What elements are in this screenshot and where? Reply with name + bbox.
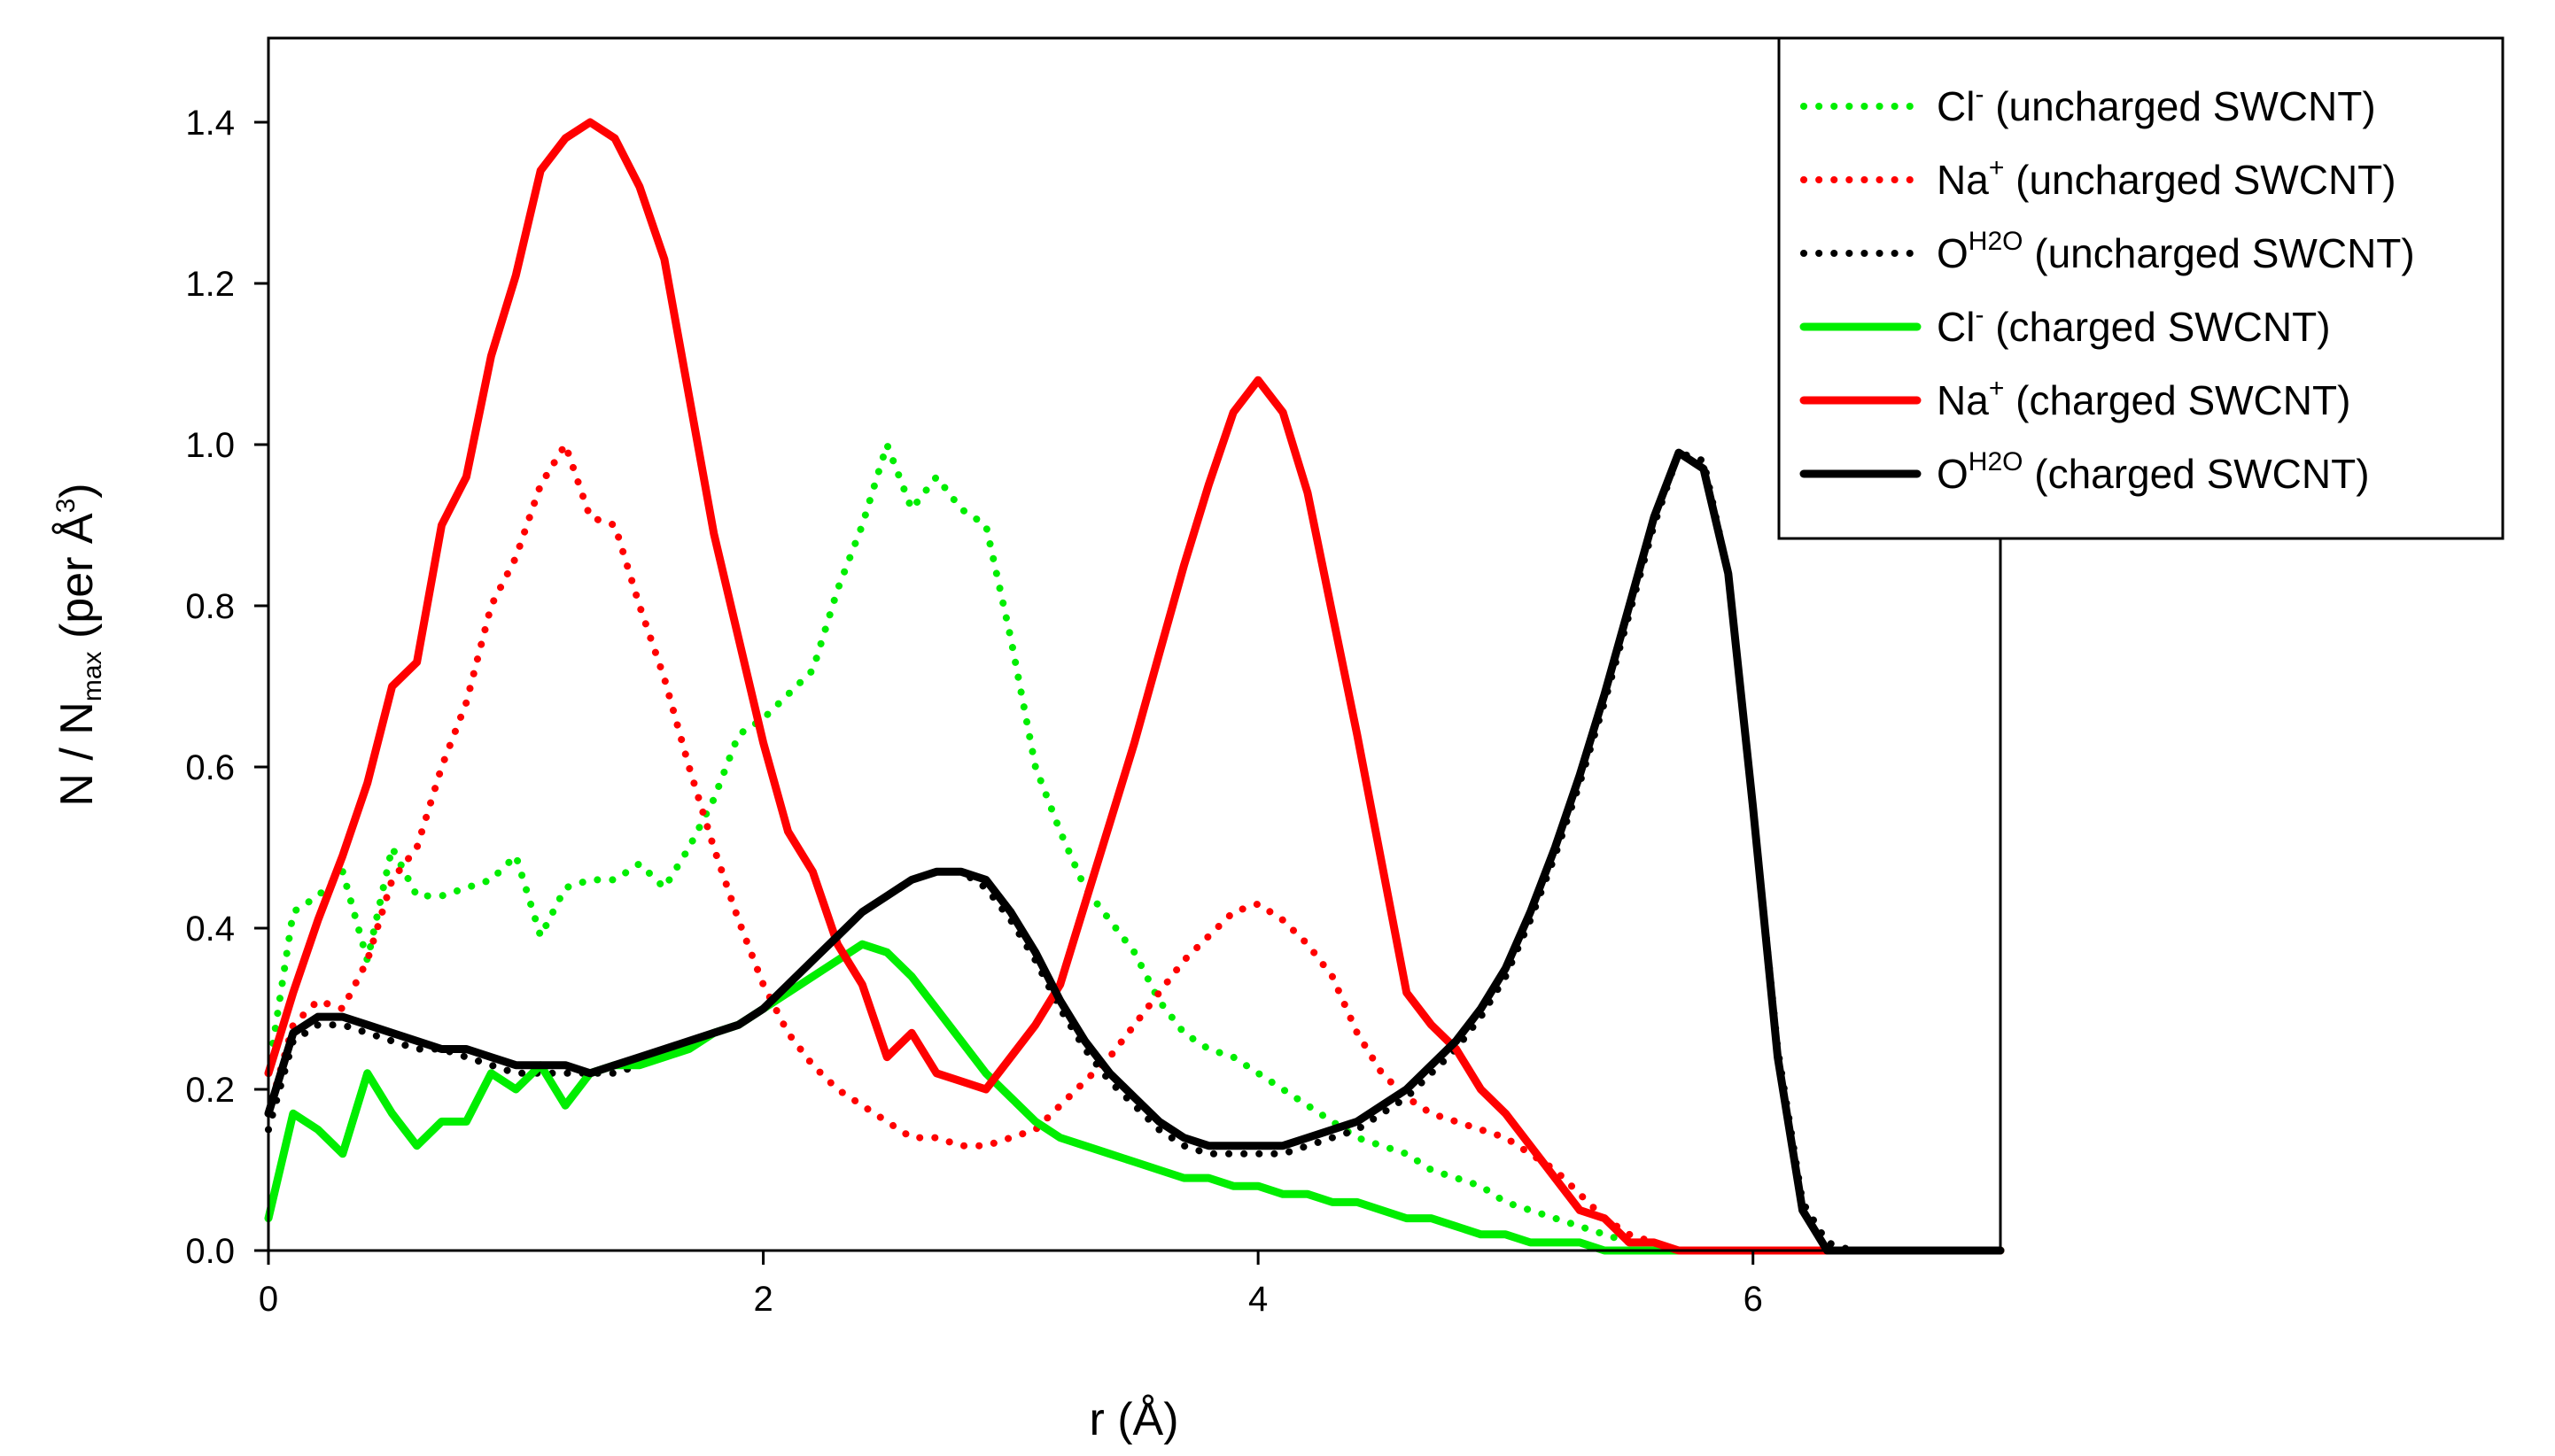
y-tick-label-4: 0.8 (185, 587, 235, 626)
x-tick-label-1: 2 (753, 1280, 773, 1319)
legend-label-5: OH2O (charged SWCNT) (1937, 447, 2370, 497)
legend-label-sup: H2O (1969, 447, 2023, 476)
legend-label-desc: (uncharged SWCNT) (2023, 230, 2414, 276)
legend-label-sup: - (1975, 300, 1984, 329)
y-tick-label-5: 1.0 (185, 426, 235, 465)
y-tick-label-3: 0.6 (185, 748, 235, 787)
y-axis-title-unit-sup: 3 (51, 499, 81, 514)
y-tick-label-6: 1.2 (185, 265, 235, 304)
legend-label-3: Cl- (charged SWCNT) (1937, 300, 2331, 350)
legend-label-2: OH2O (uncharged SWCNT) (1937, 227, 2415, 276)
legend: Cl- (uncharged SWCNT)Na+ (uncharged SWCN… (1777, 36, 2505, 540)
legend-label-4: Na+ (charged SWCNT) (1937, 374, 2350, 423)
legend-label-desc: (charged SWCNT) (2004, 377, 2350, 423)
legend-label-ion: O (1937, 451, 1969, 497)
legend-label-desc: (charged SWCNT) (1984, 304, 2330, 350)
y-tick-label-2: 0.4 (185, 910, 235, 949)
y-axis-title-unit: (per Å (51, 513, 103, 651)
legend-label-1: Na+ (uncharged SWCNT) (1937, 153, 2396, 203)
x-tick-label-3: 6 (1743, 1280, 1763, 1319)
legend-label-desc: (uncharged SWCNT) (1984, 83, 2375, 129)
y-axis-title-close: ) (51, 483, 103, 498)
legend-label-ion: Na (1937, 377, 1989, 423)
legend-label-sup: H2O (1969, 227, 2023, 256)
legend-label-desc: (charged SWCNT) (2023, 451, 2369, 497)
y-axis: 0.0 0.2 0.4 0.6 0.8 1.0 1.2 1.4 (185, 104, 268, 1271)
legend-label-ion: O (1937, 230, 1969, 276)
plot-frame (267, 36, 2002, 1252)
legend-label-ion: Na (1937, 157, 1989, 203)
x-tick-label-2: 4 (1248, 1280, 1268, 1319)
y-axis-title-sub: max (78, 651, 107, 701)
series-line-0 (265, 441, 2004, 1254)
legend-label-ion: Cl (1937, 83, 1975, 129)
x-tick-label-0: 0 (259, 1280, 278, 1319)
legend-label-sup: + (1989, 374, 2005, 403)
legend-label-sup: + (1989, 153, 2005, 182)
y-tick-label-1: 0.2 (185, 1071, 235, 1110)
legend-label-desc: (uncharged SWCNT) (2004, 157, 2396, 203)
x-axis: 0 2 4 6 (259, 1251, 1763, 1319)
series-layer (264, 118, 2005, 1255)
legend-label-0: Cl- (uncharged SWCNT) (1937, 80, 2376, 129)
legend-label-ion: Cl (1937, 304, 1975, 350)
series-line-1 (265, 441, 2004, 1254)
x-axis-title: r (Å) (1089, 1394, 1178, 1445)
y-axis-title-main: N / N (51, 701, 103, 806)
legend-box (1777, 36, 2505, 540)
y-tick-label-7: 1.4 (185, 104, 235, 143)
legend-label-sup: - (1975, 80, 1984, 109)
series-line-5 (264, 448, 2005, 1255)
y-tick-label-0: 0.0 (185, 1232, 235, 1271)
series-line-2 (265, 449, 2004, 1254)
y-axis-title: N / Nmax (per Å3) (51, 483, 107, 806)
